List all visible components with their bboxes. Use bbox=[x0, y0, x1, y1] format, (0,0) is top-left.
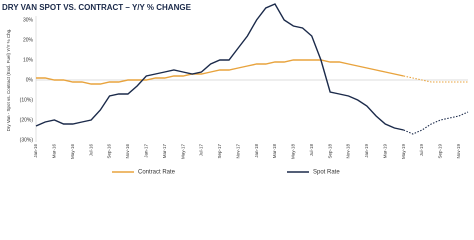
x-tick-label: Nov-16 bbox=[125, 144, 130, 159]
x-tick-label: Mar-16 bbox=[52, 144, 57, 159]
x-tick-label: Jul-18 bbox=[309, 144, 314, 157]
x-tick-label: Mar-19 bbox=[382, 144, 387, 159]
y-tick-label: (10%) bbox=[20, 97, 34, 103]
x-tick-label: Jan-17 bbox=[143, 144, 148, 158]
chart: DRY VAN SPOT VS. CONTRACT – Y/Y % CHANGE… bbox=[2, 3, 469, 176]
x-tick-label: Jul-17 bbox=[199, 144, 204, 157]
y-axis-label: Dry Van - Spot vs. Contract (Excl. Fuel)… bbox=[6, 29, 11, 132]
y-tick-label: 20% bbox=[23, 37, 34, 43]
x-tick-label: Nov-19 bbox=[456, 144, 461, 159]
legend-label: Contract Rate bbox=[138, 170, 176, 176]
x-tick-label: Mar-18 bbox=[272, 144, 277, 159]
x-tick-label: May-18 bbox=[291, 144, 296, 160]
x-tick-label: Jul-16 bbox=[88, 144, 93, 157]
x-tick-label: Sep-18 bbox=[327, 144, 332, 159]
x-tick-label: Nov-17 bbox=[235, 144, 240, 159]
chart-title: DRY VAN SPOT VS. CONTRACT – Y/Y % CHANGE bbox=[2, 3, 192, 12]
y-tick-label: 10% bbox=[23, 57, 34, 63]
forecast-line bbox=[403, 111, 469, 135]
x-tick-label: May-17 bbox=[180, 144, 185, 160]
x-tick-label: Jan-18 bbox=[254, 144, 259, 158]
x-tick-label: Jul-19 bbox=[419, 144, 424, 157]
x-tick-label: May-16 bbox=[70, 144, 75, 160]
x-tick-label: Jan-19 bbox=[364, 144, 369, 158]
x-tick-label: Sep-16 bbox=[107, 144, 112, 159]
y-tick-label: 0% bbox=[26, 77, 34, 83]
x-tick-label: May-19 bbox=[401, 144, 406, 160]
x-tick-label: Nov-18 bbox=[346, 144, 351, 159]
series-line bbox=[35, 3, 404, 131]
legend-label: Spot Rate bbox=[313, 170, 340, 176]
x-tick-label: Jan-16 bbox=[33, 144, 38, 158]
y-tick-label: (30%) bbox=[20, 137, 34, 143]
forecast-line bbox=[403, 75, 468, 83]
series-line bbox=[36, 59, 404, 85]
y-tick-label: 30% bbox=[23, 17, 34, 23]
x-tick-label: Sep-17 bbox=[217, 144, 222, 159]
x-tick-label: Mar-17 bbox=[162, 144, 167, 159]
y-tick-label: (20%) bbox=[20, 117, 34, 123]
x-tick-label: Sep-19 bbox=[438, 144, 443, 159]
